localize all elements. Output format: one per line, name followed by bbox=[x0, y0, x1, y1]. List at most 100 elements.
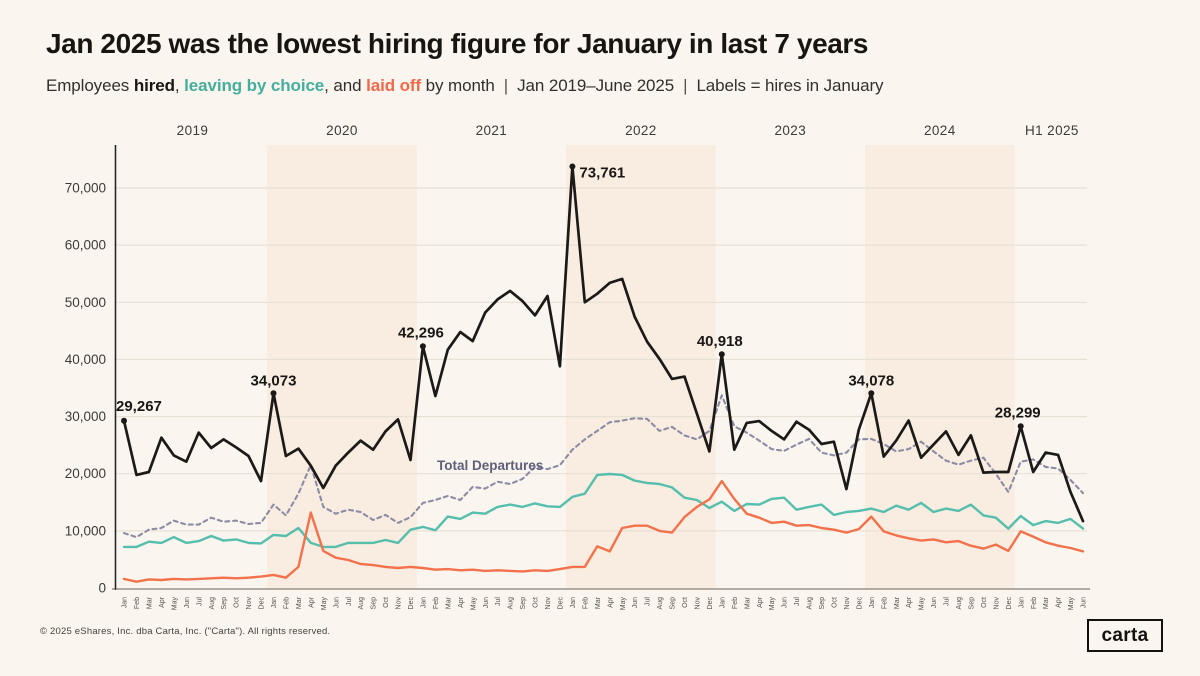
month-tick-label: Apr bbox=[757, 596, 764, 608]
month-tick-label: May bbox=[620, 597, 627, 611]
month-tick-label: Sep bbox=[819, 597, 826, 610]
year-label-2020: 2020 bbox=[326, 123, 358, 138]
month-tick-label: May bbox=[1068, 597, 1075, 611]
month-tick-label: Jan bbox=[122, 597, 129, 608]
y-tick-label: 0 bbox=[98, 581, 106, 596]
january-marker-dot bbox=[569, 163, 576, 170]
month-tick-label: May bbox=[321, 597, 328, 611]
y-tick-label: 30,000 bbox=[65, 409, 106, 424]
month-tick-label: Oct bbox=[533, 597, 540, 608]
month-tick-label: Apr bbox=[906, 596, 913, 608]
month-tick-label: Jan bbox=[719, 597, 726, 608]
month-tick-label: Jun bbox=[782, 597, 789, 608]
month-tick-label: Mar bbox=[744, 596, 751, 609]
january-marker-dot bbox=[1017, 423, 1024, 430]
subtitle-date-range: Jan 2019–June 2025 bbox=[517, 76, 675, 95]
month-tick-label: Feb bbox=[732, 597, 739, 609]
month-tick-label: Apr bbox=[308, 596, 315, 608]
page-title: Jan 2025 was the lowest hiring figure fo… bbox=[46, 28, 869, 59]
point-label-42296: 42,296 bbox=[398, 324, 444, 341]
month-tick-label: Sep bbox=[221, 597, 228, 610]
series-line-hired bbox=[122, 165, 1085, 523]
subtitle-lead: Employees bbox=[46, 76, 134, 95]
month-tick-label: May bbox=[171, 597, 178, 611]
month-tick-label: Aug bbox=[657, 597, 664, 610]
month-tick-label: Jan bbox=[421, 597, 428, 608]
month-tick-label: Aug bbox=[209, 597, 216, 610]
month-tick-label: Jun bbox=[184, 597, 191, 608]
month-tick-label: Sep bbox=[670, 597, 677, 610]
point-label-34073: 34,073 bbox=[251, 372, 297, 389]
y-tick-label: 50,000 bbox=[65, 295, 106, 310]
month-tick-label: Dec bbox=[856, 597, 863, 610]
month-tick-label: Jan bbox=[271, 597, 278, 608]
year-label-2024: 2024 bbox=[924, 123, 956, 138]
month-tick-label: Mar bbox=[894, 596, 901, 609]
month-tick-label: Sep bbox=[520, 597, 527, 610]
month-tick-label: Jun bbox=[483, 597, 490, 608]
series-line-leaving bbox=[122, 472, 1085, 549]
year-band-2024 bbox=[865, 145, 1015, 589]
month-tick-label: Dec bbox=[558, 597, 565, 610]
total-departures-annotation: Total Departures bbox=[437, 458, 543, 473]
january-marker-dot bbox=[419, 343, 426, 350]
month-tick-label: Mar bbox=[296, 596, 303, 609]
month-tick-label: Sep bbox=[371, 597, 378, 610]
point-label-28299: 28,299 bbox=[995, 404, 1041, 421]
month-tick-label: Feb bbox=[1031, 597, 1038, 609]
month-tick-label: Mar bbox=[1043, 596, 1050, 609]
month-tick-label: Jan bbox=[570, 597, 577, 608]
year-band-2020 bbox=[267, 145, 417, 589]
y-tick-label: 70,000 bbox=[65, 181, 106, 196]
month-tick-label: May bbox=[769, 597, 776, 611]
legend-leaving-by-choice: leaving by choice bbox=[184, 76, 325, 95]
month-tick-label: Nov bbox=[695, 597, 702, 610]
month-tick-label: Jun bbox=[632, 597, 639, 608]
point-label-73761: 73,761 bbox=[579, 165, 625, 182]
month-tick-label: Feb bbox=[433, 597, 440, 609]
year-label-H1 2025: H1 2025 bbox=[1025, 123, 1079, 138]
carta-logo-text: carta bbox=[1101, 624, 1149, 646]
month-tick-label: Apr bbox=[1056, 596, 1063, 608]
month-tick-label: May bbox=[470, 597, 477, 611]
subtitle-labels-note: Labels = hires in January bbox=[696, 76, 884, 95]
point-label-29267: 29,267 bbox=[116, 398, 162, 415]
month-tick-label: Apr bbox=[607, 596, 614, 608]
month-tick-label: Nov bbox=[993, 597, 1000, 610]
month-tick-label: Nov bbox=[246, 597, 253, 610]
copyright-text: © 2025 eShares, Inc. dba Carta, Inc. ("C… bbox=[40, 626, 331, 637]
y-tick-label: 20,000 bbox=[65, 466, 106, 481]
month-tick-label: Jun bbox=[931, 597, 938, 608]
chart-subtitle: Employees hired, leaving by choice, and … bbox=[46, 76, 884, 96]
year-label-2021: 2021 bbox=[476, 123, 508, 138]
month-tick-label: Oct bbox=[383, 597, 390, 608]
month-tick-label: Jul bbox=[794, 597, 801, 606]
month-tick-label: Oct bbox=[832, 597, 839, 608]
subtitle-pipe: | bbox=[683, 76, 688, 95]
month-tick-label: Dec bbox=[1006, 597, 1013, 610]
carta-logo: carta bbox=[1087, 619, 1163, 652]
subtitle-sep2: , and bbox=[324, 76, 367, 95]
month-tick-label: Jul bbox=[944, 597, 951, 606]
year-band-2022 bbox=[566, 145, 716, 589]
month-tick-label: Jul bbox=[495, 597, 502, 606]
month-tick-label: Feb bbox=[134, 597, 141, 609]
subtitle-pipe: | bbox=[503, 76, 509, 95]
legend-laid-off: laid off bbox=[366, 76, 422, 95]
month-tick-label: Sep bbox=[969, 597, 976, 610]
month-tick-label: Mar bbox=[445, 596, 452, 609]
y-tick-label: 10,000 bbox=[65, 523, 106, 538]
month-tick-label: Jul bbox=[346, 597, 353, 606]
series-line-departures bbox=[122, 394, 1085, 539]
january-marker-dot bbox=[718, 351, 725, 358]
january-marker-dot bbox=[270, 390, 277, 397]
month-tick-label: May bbox=[919, 597, 926, 611]
month-tick-label: Dec bbox=[707, 597, 714, 610]
month-tick-label: Nov bbox=[545, 597, 552, 610]
point-label-34078: 34,078 bbox=[848, 372, 894, 389]
month-tick-label: Feb bbox=[284, 597, 291, 609]
year-label-2022: 2022 bbox=[625, 123, 657, 138]
month-tick-label: Jan bbox=[869, 597, 876, 608]
month-tick-label: Jul bbox=[196, 597, 203, 606]
